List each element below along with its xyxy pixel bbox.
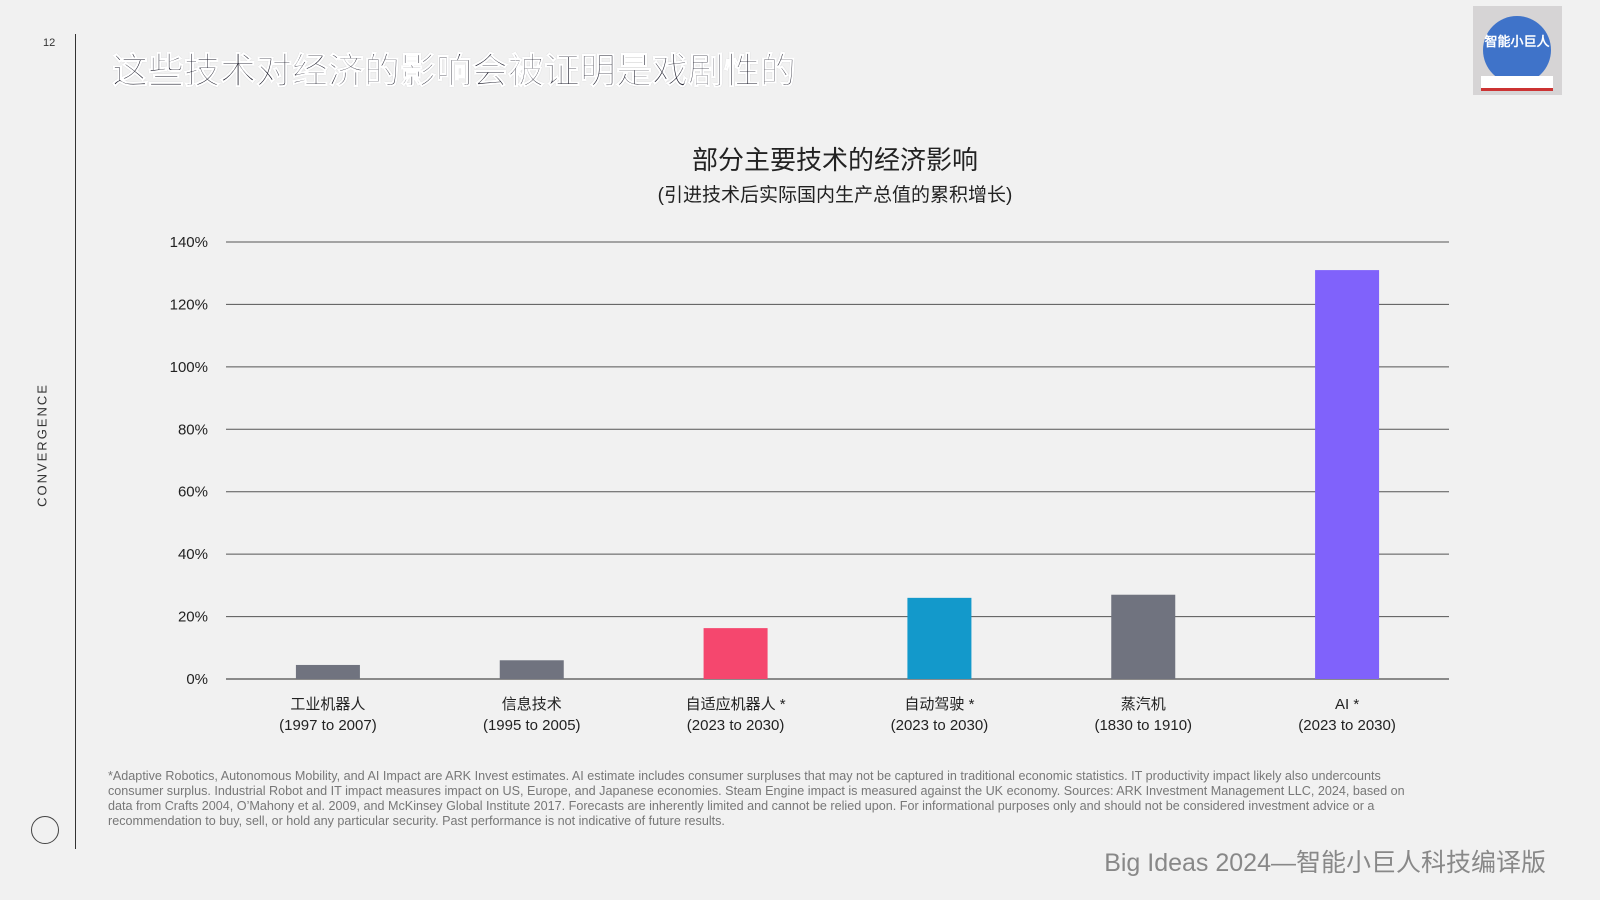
page-title: 这些技术对经济的影响会被证明是戏剧性的 bbox=[111, 50, 797, 92]
chart-title: 部分主要技术的经济影响 bbox=[691, 145, 978, 175]
bar bbox=[907, 597, 972, 679]
x-tick-label: 自适应机器人 * bbox=[686, 695, 786, 713]
y-tick-label: 0% bbox=[186, 671, 208, 688]
x-tick-period: (1997 to 2007) bbox=[279, 717, 377, 734]
x-tick-period: (2023 to 2030) bbox=[891, 717, 989, 734]
bar bbox=[703, 628, 768, 679]
divider bbox=[75, 34, 76, 849]
x-tick-period: (2023 to 2030) bbox=[1298, 717, 1396, 734]
y-tick-label: 80% bbox=[178, 421, 208, 438]
x-tick-label: 信息技术 bbox=[502, 696, 562, 713]
chart-subtitle: (引进技术后实际国内生产总值的累积增长) bbox=[657, 185, 1013, 206]
y-tick-label: 100% bbox=[170, 359, 208, 376]
x-tick-period: (1995 to 2005) bbox=[483, 717, 581, 734]
ark-logo-icon bbox=[31, 816, 59, 844]
page-number: 12 bbox=[43, 37, 56, 49]
footnote: *Adaptive Robotics, Autonomous Mobility,… bbox=[108, 769, 1405, 828]
y-tick-label: 140% bbox=[170, 234, 208, 251]
bar bbox=[1111, 594, 1176, 679]
brand-logo: 智能小巨人 bbox=[1473, 6, 1562, 95]
bar-chart: 0% 20% 40% 60% 80% 100% 120% 140% 工业机器人 (1997 to … bbox=[170, 234, 1449, 734]
y-tick-label: 20% bbox=[178, 609, 208, 626]
book-icon bbox=[1481, 76, 1553, 91]
x-tick-label: 蒸汽机 bbox=[1121, 696, 1166, 713]
x-tick-period: (2023 to 2030) bbox=[687, 717, 785, 734]
bar bbox=[1315, 270, 1380, 679]
y-tick-label: 120% bbox=[170, 296, 208, 313]
x-tick-label: AI * bbox=[1335, 696, 1359, 713]
brand-footer: Big Ideas 2024—智能小巨人科技编译版 bbox=[1104, 849, 1546, 877]
bar bbox=[499, 660, 564, 679]
y-tick-label: 60% bbox=[178, 484, 208, 501]
x-tick-label: 工业机器人 bbox=[290, 696, 365, 713]
logo-text: 智能小巨人 bbox=[1483, 16, 1551, 84]
x-tick-label: 自动驾驶 * bbox=[904, 696, 974, 713]
x-tick-period: (1830 to 1910) bbox=[1094, 717, 1192, 734]
y-tick-label: 40% bbox=[178, 546, 208, 563]
bar bbox=[295, 664, 360, 679]
